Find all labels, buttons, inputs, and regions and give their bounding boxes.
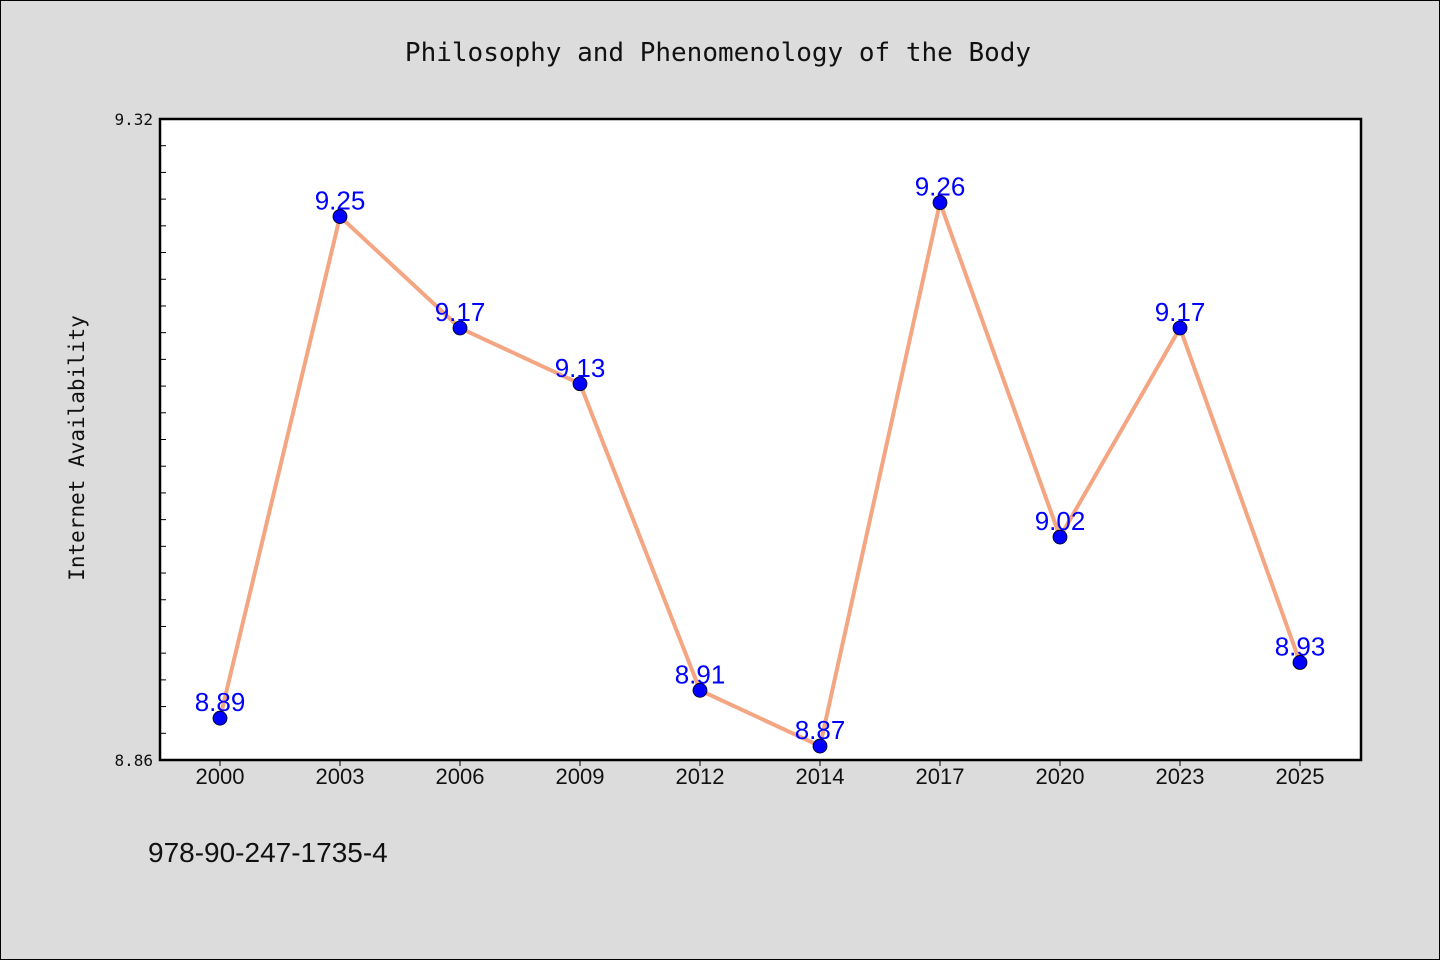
x-tick-label: 2012 xyxy=(676,764,725,789)
x-tick-label: 2023 xyxy=(1156,764,1205,789)
data-point-marker xyxy=(1172,320,1188,336)
x-tick-label: 2017 xyxy=(916,764,965,789)
data-value-label: 9.17 xyxy=(1155,297,1206,327)
x-tick-label: 2020 xyxy=(1036,764,1085,789)
series-line-group xyxy=(218,200,1302,749)
data-point-marker xyxy=(572,376,588,392)
y-tick-label-bottom: 8.86 xyxy=(114,751,153,770)
data-value-label: 9.26 xyxy=(915,172,966,202)
data-point-marker xyxy=(1052,529,1068,545)
y-axis-label: Internet Availability xyxy=(65,315,89,581)
x-tick-label: 2025 xyxy=(1276,764,1325,789)
isbn-text: 978-90-247-1735-4 xyxy=(148,837,388,868)
data-value-label: 8.87 xyxy=(795,715,846,745)
data-labels: 8.89 9.25 9.17 9.13 8.91 8.87 9.26 9.02 9.17 8.93 xyxy=(195,172,1326,745)
x-tick-label: 2000 xyxy=(196,764,245,789)
x-tick-label: 2014 xyxy=(796,764,845,789)
data-point-marker xyxy=(932,195,948,211)
x-axis-ticks: 2000 2003 2006 2009 2012 2014 2017 2020 2023 2025 xyxy=(196,760,1325,789)
data-point-marker xyxy=(452,320,468,336)
data-value-label: 9.17 xyxy=(435,297,486,327)
data-value-label: 9.13 xyxy=(555,353,606,383)
data-value-label: 8.91 xyxy=(675,659,726,689)
data-point-marker xyxy=(212,710,228,726)
x-tick-label: 2006 xyxy=(436,764,485,789)
chart-title: Philosophy and Phenomenology of the Body xyxy=(405,38,1031,68)
data-value-label: 9.02 xyxy=(1035,506,1086,536)
data-point-marker xyxy=(812,738,828,754)
plot-area xyxy=(158,117,1363,762)
data-markers xyxy=(212,195,1308,754)
series-line xyxy=(218,200,1302,749)
data-value-label: 8.89 xyxy=(195,687,246,717)
x-tick-label: 2003 xyxy=(316,764,365,789)
y-tick-label-top: 9.32 xyxy=(114,110,153,129)
data-value-label: 8.93 xyxy=(1275,631,1326,661)
y-minor-ticks xyxy=(160,118,170,761)
data-point-marker xyxy=(1292,655,1308,670)
data-value-label: 9.25 xyxy=(315,186,366,216)
data-point-marker xyxy=(692,682,708,698)
data-point-marker xyxy=(332,209,348,224)
x-tick-label: 2009 xyxy=(556,764,605,789)
